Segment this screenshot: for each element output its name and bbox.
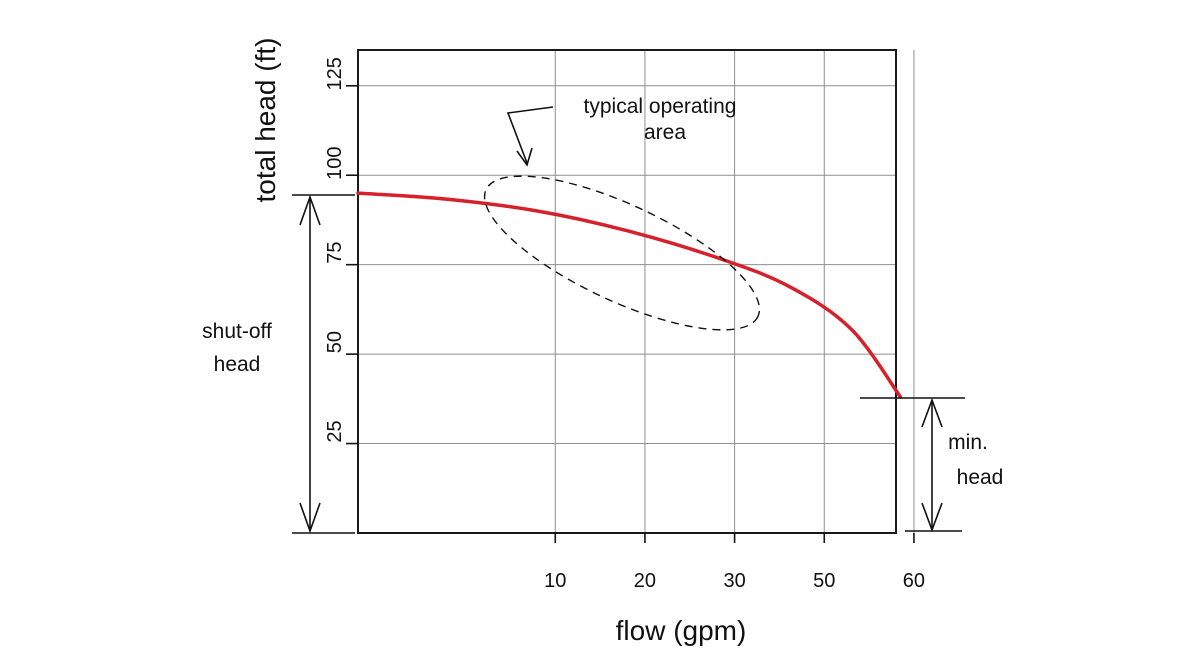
operating-area-arrowhead [516,147,533,167]
y-axis-title: total head (ft) [250,38,281,203]
shutoff-arrow-down [299,502,321,534]
y-tick-label-1: 50 [324,331,346,353]
x-tick-label-0: 10 [544,570,566,592]
x-axis-title: flow (gpm) [616,615,747,646]
min-head-arrow-down [921,502,943,533]
plot-frame [357,49,897,534]
grid-layer [358,50,915,533]
y-tick-label-4: 125 [324,57,346,90]
operating-area-label-line2: area [644,121,686,144]
tick-layer: 10 20 30 50 60 25 50 75 100 125 [324,57,925,592]
min-head-arrow-up [921,397,943,428]
min-head-label-line2: head [957,466,1004,489]
pump-curve-line [356,191,903,399]
x-tick-label-4: 60 [903,570,925,592]
x-tick-label-3: 50 [813,570,835,592]
shutoff-label-line1: shut-off [202,320,272,343]
shutoff-label-line2: head [214,353,261,376]
x-tick-label-1: 20 [634,570,656,592]
operating-area-arrow [506,106,554,164]
operating-area-label-line1: typical operating [584,95,737,118]
operating-area-ellipse [483,175,761,331]
y-tick-label-0: 25 [324,420,346,442]
shutoff-arrow-up [299,194,321,226]
min-head-label-line1: min. [948,431,988,454]
x-tick-label-2: 30 [723,570,745,592]
y-tick-label-3: 100 [324,147,346,180]
y-tick-label-2: 75 [324,242,346,264]
